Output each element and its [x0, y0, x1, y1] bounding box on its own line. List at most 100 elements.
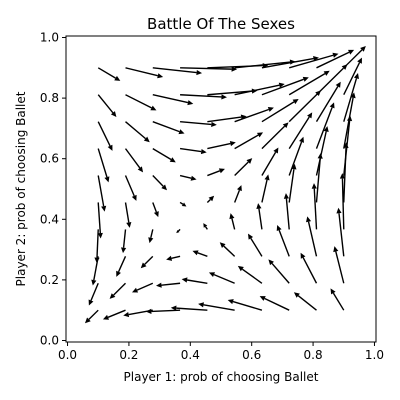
arrow-shaft — [125, 67, 158, 77]
arrow-head — [268, 259, 274, 266]
field-arrow — [259, 296, 290, 311]
field-arrow — [227, 299, 263, 311]
field-arrow — [229, 213, 236, 230]
arrow-shaft — [288, 169, 295, 203]
arrow-head — [200, 149, 207, 155]
arrow-head — [176, 230, 180, 234]
field-arrow — [198, 302, 235, 311]
field-arrow — [152, 202, 159, 218]
arrow-head — [323, 70, 330, 76]
arrow-head — [256, 132, 264, 138]
arrow-shaft — [302, 257, 318, 284]
arrow-head — [236, 185, 242, 192]
arrow-shaft — [264, 297, 290, 311]
y-axis: 0.0 0.2 0.4 0.6 0.8 1.0 — [40, 31, 66, 347]
field-arrow — [305, 216, 318, 257]
field-arrow — [97, 94, 117, 118]
arrow-head — [187, 100, 194, 106]
arrow-head — [88, 299, 94, 306]
arrow-shaft — [271, 263, 290, 284]
arrow-head — [229, 213, 235, 220]
field-arrow — [109, 282, 127, 299]
arrow-head — [332, 52, 339, 58]
arrow-shaft — [90, 282, 99, 301]
field-arrow — [192, 250, 208, 257]
arrow-shaft — [338, 213, 345, 257]
arrow-shaft — [258, 208, 263, 230]
field-arrow — [180, 66, 238, 72]
arrow-head — [339, 173, 346, 179]
arrow-head — [211, 121, 217, 128]
arrow-shaft — [117, 256, 127, 273]
arrow-head — [267, 107, 274, 112]
arrow-head — [161, 184, 168, 191]
arrow-head — [227, 299, 234, 305]
field-arrow — [261, 98, 299, 123]
arrow-shaft — [113, 282, 127, 296]
arrow-head — [104, 176, 110, 183]
field-arrow — [120, 229, 127, 254]
field-arrow — [207, 168, 225, 177]
field-arrow — [97, 67, 121, 81]
arrow-shaft — [152, 148, 172, 161]
arrow-shaft — [207, 170, 221, 177]
arrow-shaft — [207, 116, 242, 123]
y-tick-label: 1.0 — [40, 31, 59, 45]
field-arrow — [152, 175, 168, 191]
arrow-shaft — [341, 178, 345, 230]
field-arrow — [343, 57, 362, 96]
field-arrow — [124, 148, 144, 173]
arrow-head — [247, 233, 254, 240]
field-arrow — [140, 255, 154, 269]
arrow-shaft — [343, 49, 363, 69]
arrow-shaft — [250, 237, 263, 257]
arrow-head — [329, 102, 335, 109]
field-arrow — [97, 175, 107, 212]
field-arrow — [330, 288, 345, 311]
field-arrow — [333, 246, 345, 284]
field-arrow — [288, 136, 304, 176]
arrow-head — [107, 144, 113, 151]
field-arrow — [152, 148, 176, 163]
field-arrow — [170, 305, 208, 311]
field-arrow — [179, 201, 187, 207]
arrow-head — [348, 49, 355, 55]
arrow-shaft — [124, 148, 141, 169]
arrow-head — [208, 195, 215, 202]
arrow-shaft — [204, 226, 208, 230]
chart-title: Battle Of The Sexes — [147, 15, 295, 33]
arrow-head — [91, 279, 97, 286]
field-arrow — [339, 173, 346, 230]
arrow-shaft — [343, 97, 354, 149]
arrow-shaft — [176, 307, 208, 311]
arrow-shaft — [261, 151, 277, 176]
arrow-shaft — [144, 255, 154, 265]
field-arrow — [156, 282, 181, 288]
field-arrow — [234, 158, 253, 177]
field-arrow — [261, 122, 289, 150]
arrow-shaft — [285, 198, 290, 230]
arrow-head — [292, 98, 299, 105]
arrow-shaft — [125, 94, 152, 109]
arrow-shaft — [88, 309, 99, 320]
field-arrow — [176, 228, 181, 234]
arrow-shaft — [288, 141, 303, 176]
arrow-shaft — [332, 292, 345, 311]
arrow-shaft — [152, 67, 197, 74]
arrow-head — [148, 237, 154, 244]
field-arrow — [261, 174, 270, 203]
arrow-head — [229, 140, 236, 147]
arrow-head — [196, 69, 203, 76]
field-arrow — [283, 193, 290, 230]
arrow-head — [256, 203, 262, 209]
field-arrow — [180, 120, 217, 128]
field-arrow — [234, 82, 285, 96]
arrow-shaft — [97, 175, 105, 207]
arrow-head — [116, 270, 121, 277]
field-arrow — [180, 94, 227, 100]
arrow-head — [190, 175, 197, 181]
x-tick-label: 0.4 — [181, 348, 200, 362]
arrow-head — [302, 76, 309, 82]
arrow-head — [114, 75, 121, 81]
